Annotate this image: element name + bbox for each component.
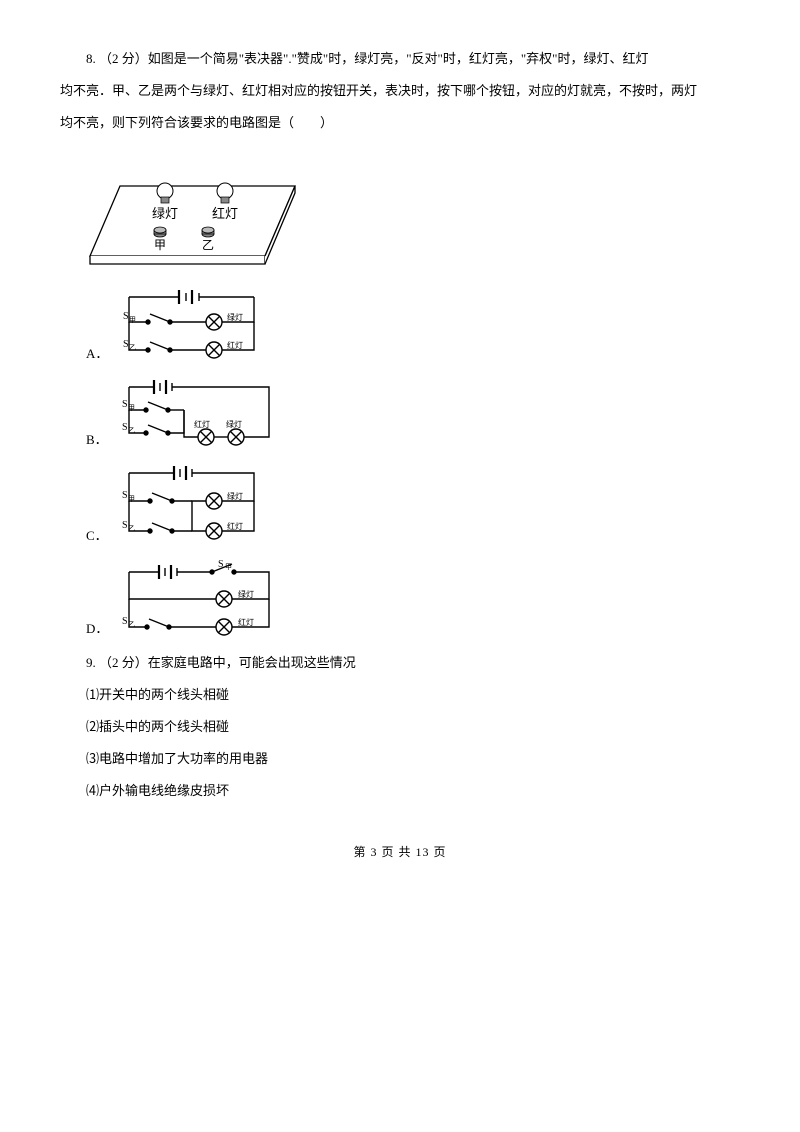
q8-option-c: C． [60,461,740,549]
circuit-d-svg: S 甲 S 乙 绿灯 红灯 [114,557,284,642]
circuit-d-lamp1: 绿灯 [238,589,254,599]
q8-option-a: A． [60,282,740,367]
circuit-d-lamp2: 红灯 [238,617,254,627]
circuit-a-lamp1: 绿灯 [227,312,243,322]
q8-option-b: B． [60,375,740,453]
circuit-b-svg: S 甲 S 乙 红灯 绿灯 [114,375,284,453]
page-container: 8. （2 分）如图是一个简易"表决器"."赞成"时，绿灯亮，"反对"时，红灯亮… [0,0,800,884]
circuit-b-s1: S [122,399,128,410]
q9-item-2: ⑵插头中的两个线头相碰 [60,714,740,740]
circuit-c-s2: S [122,520,128,531]
q8-option-a-label: A． [60,341,108,367]
q9-stem: 9. （2 分）在家庭电路中，可能会出现这些情况 [60,650,740,676]
circuit-b-lamp-red: 红灯 [194,419,210,429]
circuit-a-s1: S [123,311,129,322]
svg-text:甲: 甲 [129,316,136,324]
circuit-b-s2: S [122,422,128,433]
device-jia-label: 甲 [154,238,166,252]
q8-device-figure: 绿灯 红灯 甲 乙 [60,146,740,276]
circuit-a-lamp2: 红灯 [227,340,243,350]
circuit-c-lamp2: 红灯 [227,521,243,531]
page-footer: 第 3 页 共 13 页 [60,840,740,864]
device-yi-label: 乙 [202,238,214,252]
device-red-label: 红灯 [212,206,238,221]
circuit-a-svg: S 甲 S 乙 绿灯 红灯 [114,282,269,367]
device-svg: 绿灯 红灯 甲 乙 [60,146,305,276]
q9-item-3: ⑶电路中增加了大功率的用电器 [60,746,740,772]
q8-line1: 8. （2 分）如图是一个简易"表决器"."赞成"时，绿灯亮，"反对"时，红灯亮… [60,46,740,72]
device-green-label: 绿灯 [152,206,178,221]
q9-item-1: ⑴开关中的两个线头相碰 [60,682,740,708]
circuit-d-s1: S [218,559,224,570]
svg-text:乙: 乙 [128,621,135,629]
svg-text:乙: 乙 [129,344,136,352]
circuit-d-s2: S [122,616,128,627]
circuit-c-lamp1: 绿灯 [227,491,243,501]
svg-text:乙: 乙 [128,427,135,435]
q8-option-c-label: C． [60,523,108,549]
circuit-b-lamp-green: 绿灯 [226,419,242,429]
svg-text:甲: 甲 [225,563,232,571]
q8-line3: 均不亮，则下列符合该要求的电路图是（ ） [60,110,740,136]
q9-item-4: ⑷户外输电线绝缘皮损坏 [60,778,740,804]
svg-text:甲: 甲 [128,404,135,412]
q8-line2: 均不亮．甲、乙是两个与绿灯、红灯相对应的按钮开关，表决时，按下哪个按钮，对应的灯… [60,78,740,104]
svg-text:甲: 甲 [128,495,135,503]
circuit-c-svg: S 甲 S 乙 绿灯 红灯 [114,461,269,549]
q8-option-d-label: D． [60,616,108,642]
q8-option-b-label: B． [60,427,108,453]
circuit-a-s2: S [123,339,129,350]
circuit-c-s1: S [122,490,128,501]
svg-text:乙: 乙 [128,525,135,533]
q8-option-d: D． [60,557,740,642]
